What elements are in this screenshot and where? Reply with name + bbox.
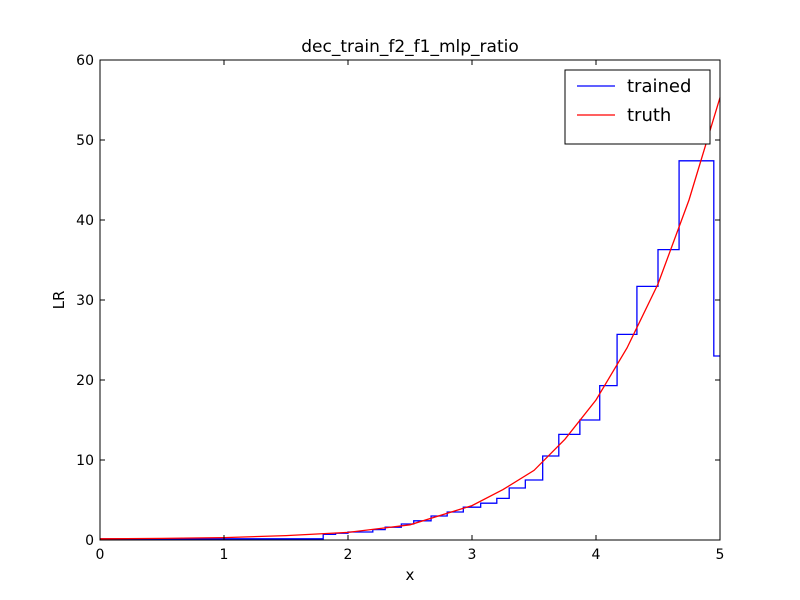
- y-tick-label: 20: [76, 373, 94, 389]
- chart-title: dec_train_f2_f1_mlp_ratio: [301, 37, 519, 57]
- legend-box: [564, 69, 711, 145]
- x-tick-label: 2: [344, 547, 353, 563]
- x-tick-label: 5: [716, 547, 725, 563]
- x-tick-label: 4: [592, 547, 601, 563]
- y-tick-label: 10: [76, 453, 94, 469]
- x-axis-label: x: [406, 566, 415, 584]
- series-line-trained: [100, 160, 720, 540]
- y-tick-label: 30: [76, 293, 94, 309]
- y-tick-label: 40: [76, 213, 94, 229]
- y-tick-label: 60: [76, 53, 94, 69]
- x-tick-label: 1: [220, 547, 229, 563]
- series-line-truth: [99, 97, 721, 540]
- x-tick-label: 3: [468, 547, 477, 563]
- y-tick-label: 50: [76, 133, 94, 149]
- y-tick-label: 0: [85, 533, 94, 549]
- legend-label-trained: trained: [627, 76, 691, 97]
- legend-label-truth: truth: [627, 105, 671, 126]
- legend: trained truth: [564, 69, 711, 145]
- x-tick-label: 0: [96, 547, 105, 563]
- y-axis-label: LR: [50, 291, 68, 310]
